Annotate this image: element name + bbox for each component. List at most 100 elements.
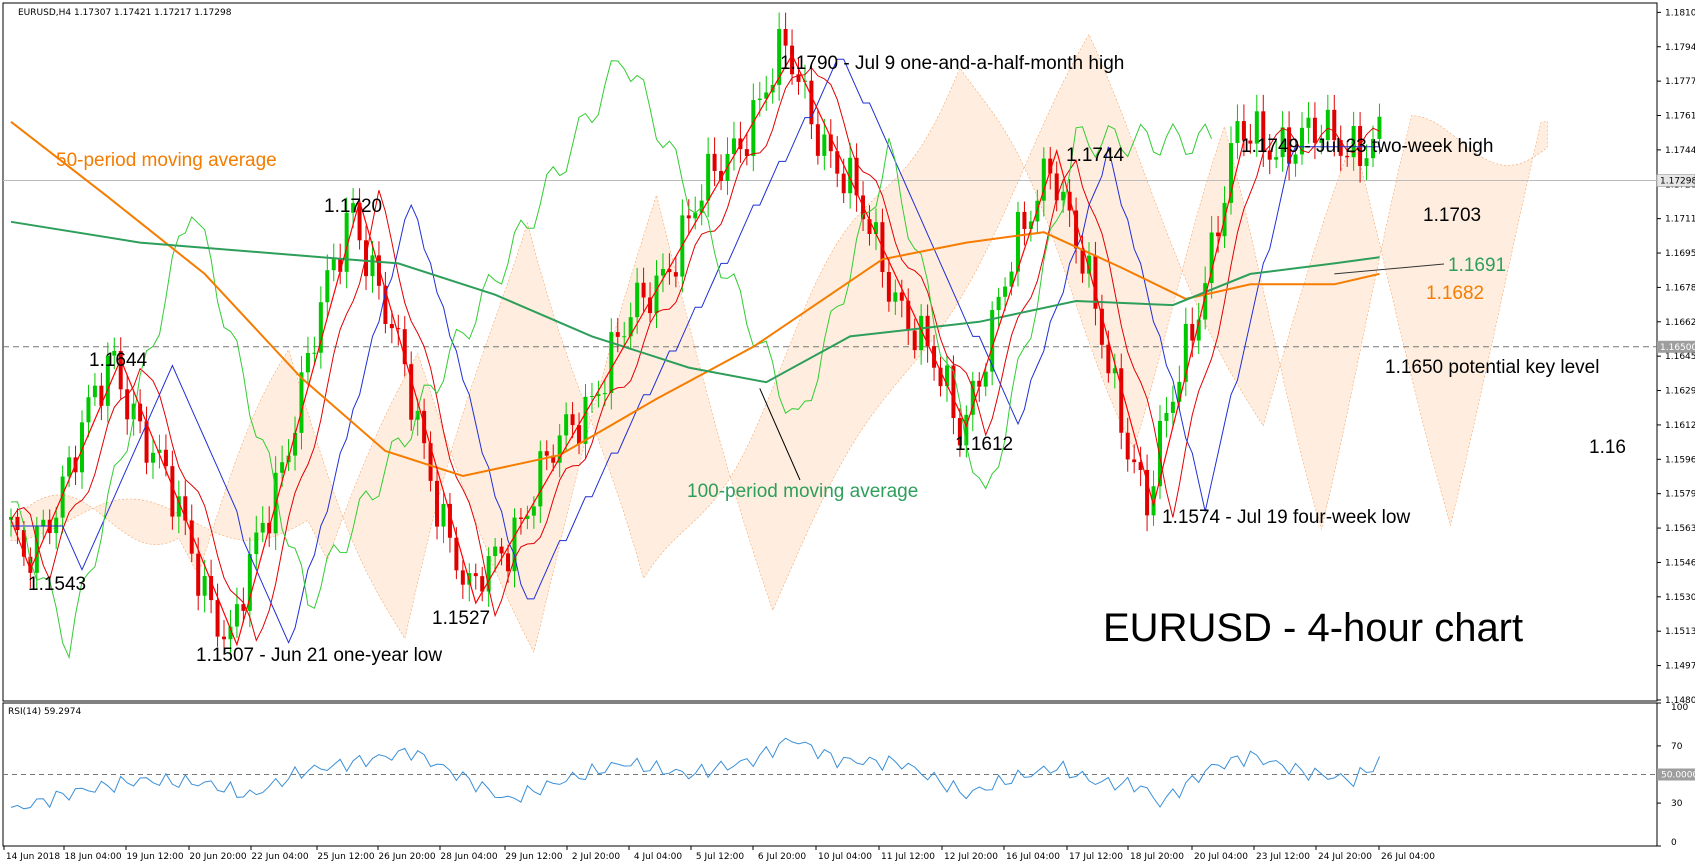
candle-body xyxy=(899,292,904,301)
candle-body xyxy=(1209,232,1214,284)
candle-body xyxy=(1267,150,1272,160)
candle-body xyxy=(92,385,97,398)
candle-body xyxy=(370,255,375,277)
candle-body xyxy=(996,296,1001,311)
candle-body xyxy=(577,425,582,444)
candle-body xyxy=(422,410,427,444)
annotation-label: 1.1527 xyxy=(432,608,490,629)
candle-body xyxy=(1015,211,1020,272)
candle-body xyxy=(21,530,26,557)
chart-title: EURUSD - 4-hour chart xyxy=(1103,606,1523,650)
candle-body xyxy=(1338,140,1343,156)
candle-body xyxy=(151,452,156,463)
time-tick-label: 20 Jul 04:00 xyxy=(1194,852,1248,862)
candle-body xyxy=(441,503,446,527)
candle-body xyxy=(654,275,659,314)
candle-body xyxy=(906,300,911,331)
candle-body xyxy=(1145,470,1150,516)
candle-body xyxy=(828,134,833,152)
candle-body xyxy=(822,134,827,156)
price-tick-label: 1.18105 xyxy=(1665,8,1695,18)
zigzag-line xyxy=(10,53,1245,647)
candle-body xyxy=(1364,158,1369,166)
candle-body xyxy=(1293,154,1298,164)
time-tick-label: 18 Jul 20:00 xyxy=(1130,852,1184,862)
candle-body xyxy=(518,517,523,520)
kijun-line xyxy=(11,58,1380,644)
candle-body xyxy=(435,480,440,527)
candle-body xyxy=(757,98,762,101)
candle-body xyxy=(777,28,782,85)
candle-body xyxy=(1003,286,1008,297)
candle-body xyxy=(1190,323,1195,341)
candle-body xyxy=(1112,368,1117,374)
candle-body xyxy=(873,222,878,234)
candle-body xyxy=(1287,127,1292,164)
candle-body xyxy=(325,270,330,303)
candle-body xyxy=(293,432,298,456)
ichimoku-cloud xyxy=(10,33,1548,654)
candle-body xyxy=(170,466,175,517)
price-tick-label: 1.15795 xyxy=(1665,490,1695,500)
candle-body xyxy=(254,532,259,555)
candle-body xyxy=(660,268,665,276)
candle-body xyxy=(596,394,601,396)
candle-body xyxy=(1248,140,1253,144)
candle-body xyxy=(1345,155,1350,158)
candle-body xyxy=(673,272,678,277)
candle-body xyxy=(144,421,149,463)
candle-body xyxy=(1041,158,1046,201)
candle-body xyxy=(383,285,388,325)
annotation-label: 1.1543 xyxy=(28,574,86,595)
candle-body xyxy=(1106,344,1111,374)
candle-body xyxy=(751,100,756,157)
candle-body xyxy=(990,310,995,372)
candle-body xyxy=(983,371,988,387)
candle-body xyxy=(1351,125,1356,158)
price-tick-label: 1.15630 xyxy=(1665,524,1695,534)
candle-body xyxy=(506,553,511,572)
time-tick-label: 10 Jul 04:00 xyxy=(818,852,872,862)
time-tick-label: 23 Jul 12:00 xyxy=(1256,852,1310,862)
candle-body xyxy=(80,422,85,473)
candle-body xyxy=(105,355,110,406)
candle-body xyxy=(415,410,420,420)
price-tick-label: 1.17610 xyxy=(1665,112,1695,122)
moving-average-lines xyxy=(10,121,1380,478)
candle-body xyxy=(215,600,220,637)
candle-body xyxy=(564,414,569,436)
candle-body xyxy=(893,292,898,302)
candle-body xyxy=(1216,232,1221,237)
candle-body xyxy=(499,546,504,554)
annotation-label: 1.1790 - Jul 9 one-and-a-half-month high xyxy=(780,53,1124,74)
candle-body xyxy=(951,365,956,419)
candle-body xyxy=(1009,271,1014,287)
candle-body xyxy=(1280,127,1285,158)
candle-body xyxy=(783,28,788,46)
candle-body xyxy=(447,503,452,538)
candle-body xyxy=(1319,140,1324,143)
ma100-line xyxy=(10,220,1380,384)
candle-body xyxy=(28,556,33,573)
candle-body xyxy=(1177,381,1182,402)
candle-body xyxy=(1061,191,1066,201)
candle-body xyxy=(712,153,717,171)
candle-body xyxy=(667,268,672,273)
candle-body xyxy=(318,302,323,353)
annotation-label: 1.1703 xyxy=(1423,205,1481,226)
candle-body xyxy=(648,297,653,314)
candle-body xyxy=(1054,173,1059,201)
candle-body xyxy=(209,576,214,601)
annotation-label: 1.1644 xyxy=(89,350,148,371)
time-tick-label: 26 Jul 04:00 xyxy=(1381,852,1435,862)
candle-body xyxy=(938,367,943,387)
candle-body xyxy=(1261,111,1266,151)
time-axis: 14 Jun 2018 18 Jun 04:00 19 Jun 12:00 20 Ju… xyxy=(3,846,1435,862)
rsi-tick-label: 100 xyxy=(1671,703,1688,713)
time-tick-label: 25 Jun 12:00 xyxy=(317,852,374,862)
candle-body xyxy=(1203,283,1208,320)
candle-body xyxy=(1067,191,1072,211)
price-tick-label: 1.15300 xyxy=(1665,593,1695,603)
candle-body xyxy=(1254,111,1259,144)
candle-body xyxy=(867,219,872,234)
